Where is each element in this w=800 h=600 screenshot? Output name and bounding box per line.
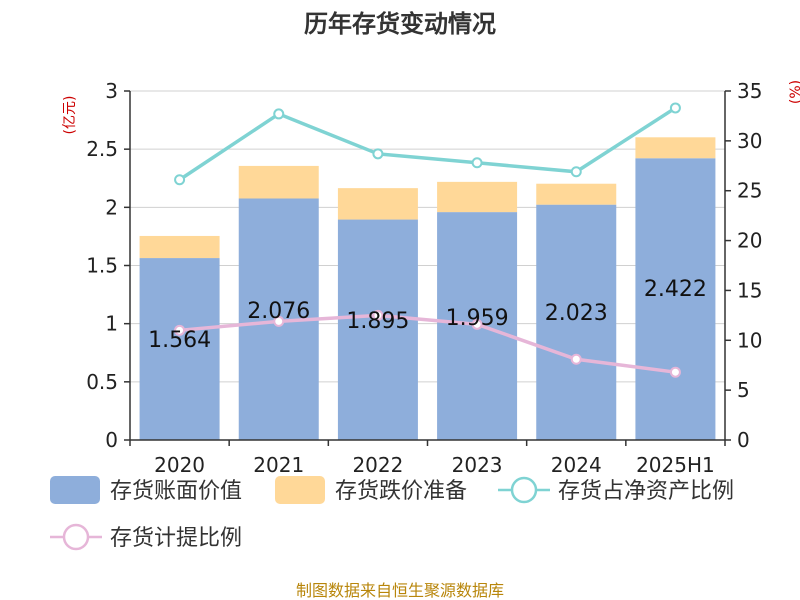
legend-marker	[510, 476, 538, 504]
bar-inventory-value	[337, 219, 418, 440]
left-tick-label: 1	[105, 312, 118, 336]
bar-impairment-reserve	[536, 183, 617, 205]
bar-impairment-reserve	[139, 235, 220, 259]
source-note: 制图数据来自恒生聚源数据库	[296, 581, 504, 600]
bar-value-label: 2.076	[247, 299, 310, 324]
x-tick-label: 2023	[452, 453, 503, 477]
bar-value-label: 2.422	[644, 277, 707, 302]
bar-impairment-reserve	[238, 165, 319, 199]
legend-swatch	[50, 476, 100, 504]
grid-lines	[130, 90, 725, 441]
right-tick-label: 30	[737, 129, 762, 153]
x-tick-label: 2024	[551, 453, 602, 477]
line-provision-ratio	[179, 313, 676, 374]
point-net-asset-ratio	[669, 102, 681, 114]
chart-title: 历年存货变动情况	[304, 10, 496, 38]
lines	[174, 102, 681, 378]
point-net-asset-ratio	[174, 174, 186, 186]
bars	[139, 137, 716, 440]
bar-value-label: 1.959	[446, 306, 509, 331]
point-net-asset-ratio	[273, 108, 285, 120]
left-tick-label: 2	[105, 195, 118, 219]
x-tick-label: 2021	[253, 453, 304, 477]
left-tick-label: 3	[105, 79, 118, 103]
point-net-asset-ratio	[471, 157, 483, 169]
right-tick-label: 5	[737, 378, 750, 402]
legend-label: 存货账面价值	[110, 479, 242, 504]
legend-label: 存货占净资产比例	[558, 479, 734, 504]
legend-marker	[62, 523, 90, 551]
right-tick-label: 15	[737, 278, 762, 302]
left-tick-label: 2.5	[86, 137, 118, 161]
bar-inventory-value	[536, 204, 617, 440]
right-axis-unit: (%)	[788, 80, 800, 104]
x-tick-label: 2022	[352, 453, 403, 477]
x-tick-label: 2025H1	[636, 453, 715, 477]
x-tick-label: 2020	[154, 453, 205, 477]
point-provision-ratio	[174, 324, 186, 336]
bar-value-label: 1.564	[148, 328, 211, 353]
data-labels: 1.564 2.076 1.895 1.959 2.023 2.422	[148, 277, 707, 353]
right-tick-label: 25	[737, 179, 762, 203]
point-net-asset-ratio	[372, 148, 384, 160]
bar-inventory-value	[635, 158, 716, 440]
bar-inventory-value	[139, 258, 220, 440]
point-provision-ratio	[273, 315, 285, 327]
left-tick-label: 1.5	[86, 254, 118, 278]
left-tick-label: 0.5	[86, 370, 118, 394]
legend-swatch	[275, 476, 325, 504]
right-tick-label: 35	[737, 79, 762, 103]
point-provision-ratio	[471, 318, 483, 330]
bar-value-label: 2.023	[545, 301, 608, 326]
right-tick-label: 20	[737, 229, 762, 253]
legend-label: 存货跌价准备	[335, 479, 467, 504]
bar-impairment-reserve	[437, 181, 518, 213]
left-tick-label: 0	[105, 428, 118, 452]
right-tick-label: 10	[737, 328, 762, 352]
point-provision-ratio	[372, 309, 384, 321]
right-tick-label: 0	[737, 428, 750, 452]
point-net-asset-ratio	[570, 166, 582, 178]
bar-value-label: 1.895	[346, 309, 409, 334]
bar-impairment-reserve	[337, 188, 418, 220]
legend-label: 存货计提比例	[110, 526, 242, 551]
point-provision-ratio	[570, 353, 582, 365]
line-net-asset-ratio	[178, 106, 677, 182]
left-axis-unit: (亿元)	[62, 96, 78, 135]
point-provision-ratio	[669, 366, 681, 378]
bar-impairment-reserve	[635, 137, 716, 159]
